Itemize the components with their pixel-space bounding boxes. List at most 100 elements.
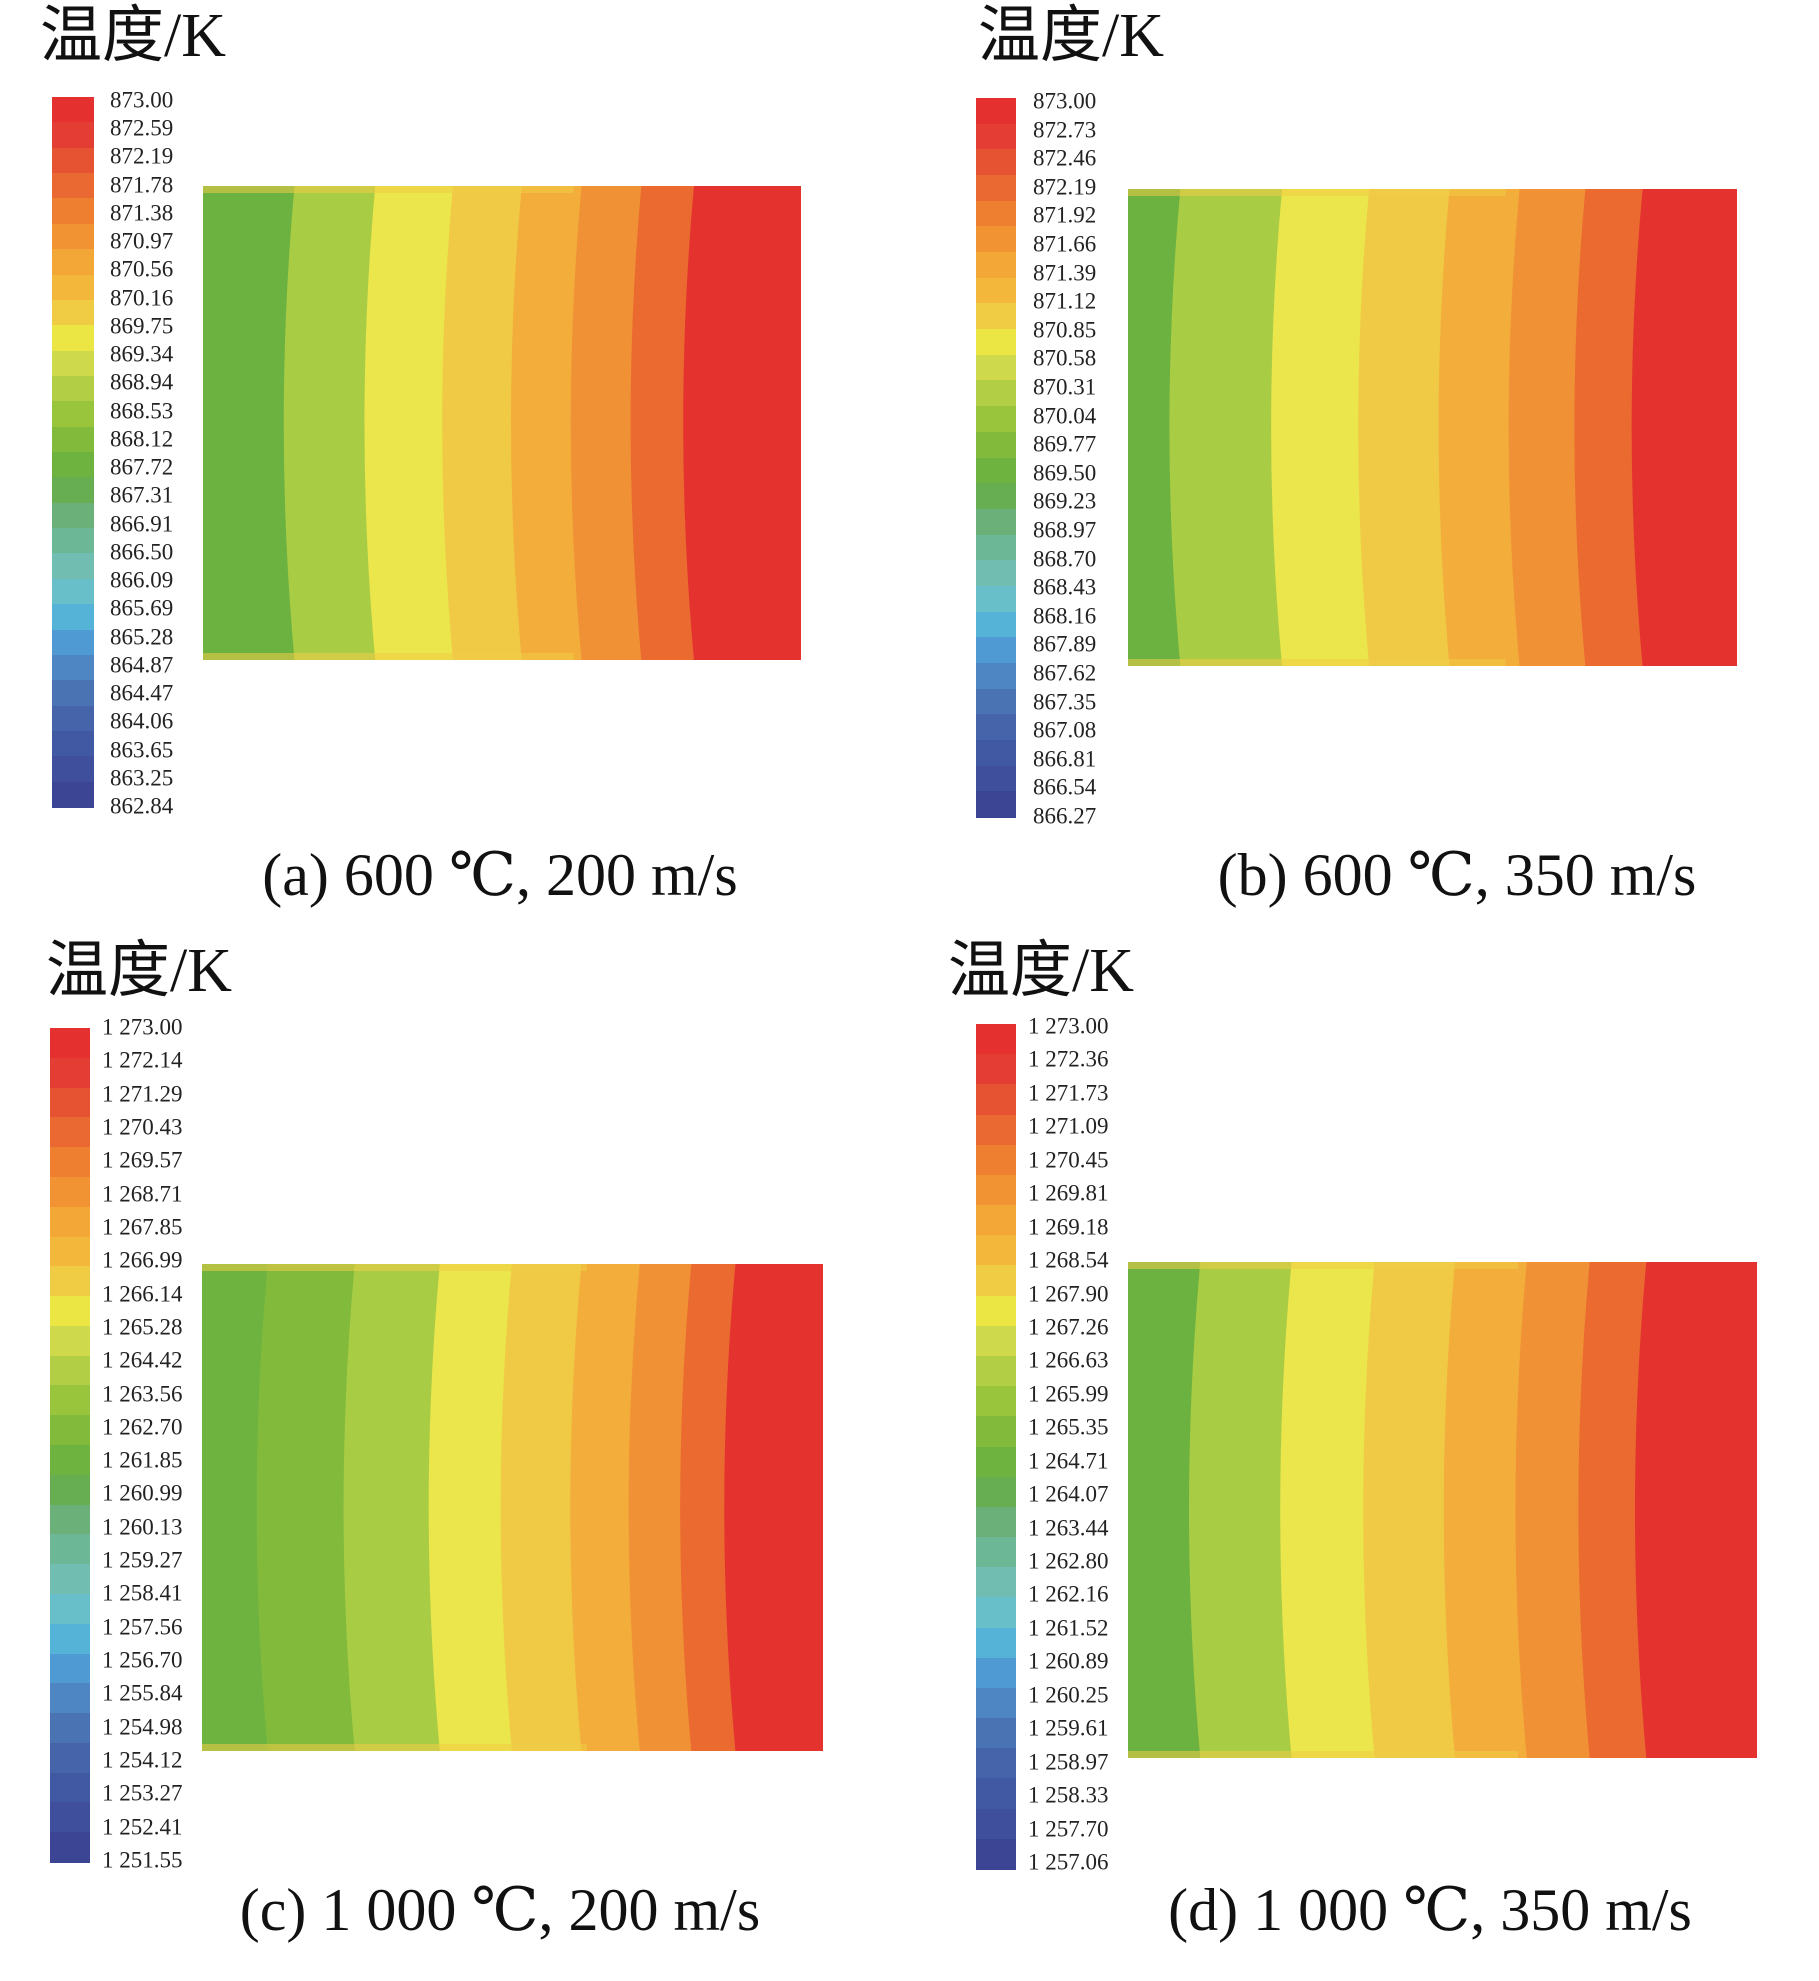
colorbar-tick-label: 1 270.43: [102, 1114, 183, 1140]
colorbar-segment: [976, 662, 1016, 690]
colorbar-tick-label: 872.73: [1033, 117, 1097, 143]
unit-title-c: 温度/K: [46, 937, 233, 1005]
colorbar-tick-label: 1 256.70: [102, 1647, 183, 1673]
colorbar-tick-label: 868.12: [110, 426, 174, 452]
colorbar-tick-label: 869.77: [1033, 431, 1097, 457]
colorbar-segment: [50, 1742, 90, 1774]
colorbar-tick-label: 871.92: [1033, 202, 1097, 228]
colorbar-segment: [976, 1205, 1016, 1236]
colorbar-tick-label: 864.87: [110, 652, 174, 678]
colorbar-tick-label: 866.54: [1033, 774, 1097, 800]
colorbar-c: [50, 1028, 90, 1863]
colorbar-tick-label: 865.69: [110, 595, 174, 621]
colorbar-segment: [976, 431, 1016, 459]
colorbar-segment: [50, 1355, 90, 1387]
caption-a: (a) 600 ℃, 200 m/s: [262, 842, 738, 908]
colorbar-segment: [52, 578, 94, 605]
colorbar-segment: [976, 1416, 1016, 1448]
temperature-field-d: [1128, 1262, 1757, 1758]
colorbar-segment: [976, 354, 1016, 382]
colorbar-tick-label: 1 264.07: [1028, 1481, 1109, 1507]
colorbar-segment: [976, 1506, 1016, 1538]
colorbar-segment: [50, 1028, 90, 1059]
colorbar-tick-label: 868.97: [1033, 517, 1097, 543]
colorbar-tick-label: 870.31: [1033, 374, 1097, 400]
colorbar-segment: [50, 1683, 90, 1714]
colorbar-segment: [976, 1446, 1016, 1478]
colorbar-segment: [976, 200, 1016, 227]
colorbar-b: [976, 98, 1016, 818]
colorbar-segment: [976, 688, 1016, 715]
colorbar-segment: [52, 350, 94, 377]
colorbar-tick-label: 1 265.28: [102, 1314, 183, 1340]
colorbar-segment: [976, 1024, 1016, 1055]
colorbar-tick-label: 862.84: [110, 793, 174, 819]
colorbar-tick-label: 1 266.14: [102, 1281, 183, 1307]
colorbar-segment: [50, 1057, 90, 1089]
colorbar-segment: [52, 249, 94, 276]
colorbar-tick-label: 1 259.27: [102, 1547, 183, 1573]
colorbar-tick-label: 872.19: [1033, 174, 1097, 200]
colorbar-tick-label: 1 270.45: [1028, 1147, 1109, 1173]
colorbar-segment: [976, 123, 1016, 150]
temperature-field-c: [202, 1264, 823, 1751]
colorbar-segment: [976, 149, 1016, 176]
colorbar-segment: [976, 1748, 1016, 1780]
colorbar-tick-label: 1 273.00: [102, 1014, 183, 1040]
colorbar-tick-label: 868.94: [110, 369, 174, 395]
colorbar-tick-label: 866.50: [110, 539, 174, 565]
colorbar-segment: [50, 1832, 90, 1863]
colorbar-segment: [52, 604, 94, 631]
colorbar-tick-label: 1 267.85: [102, 1214, 183, 1240]
colorbar-segment: [52, 629, 94, 656]
colorbar-tick-label: 867.31: [110, 482, 174, 508]
colorbar-segment: [52, 730, 94, 757]
colorbar-segment: [50, 1385, 90, 1416]
colorbar-segment: [976, 252, 1016, 279]
colorbar-tick-label: 1 263.56: [102, 1381, 183, 1407]
colorbar-segment: [976, 1295, 1016, 1327]
colorbar-segment: [52, 97, 94, 123]
colorbar-segment: [976, 1718, 1016, 1749]
caption-c: (c) 1 000 ℃, 200 m/s: [239, 1877, 761, 1943]
colorbar-tick-label: 1 257.70: [1028, 1816, 1109, 1842]
colorbar-segment: [50, 1147, 90, 1178]
colorbar-segment: [50, 1534, 90, 1565]
colorbar-segment: [52, 781, 94, 808]
colorbar-segment: [50, 1236, 90, 1267]
colorbar-d: [976, 1024, 1016, 1870]
colorbar-a: [52, 97, 94, 808]
boundary-layer-bottom: [1128, 659, 1506, 666]
colorbar-tick-label: 1 264.71: [1028, 1448, 1109, 1474]
colorbar-segment: [52, 299, 94, 326]
colorbar-tick-label: 871.38: [110, 200, 174, 226]
unit-title-b: 温度/K: [978, 2, 1165, 70]
colorbar-segment: [976, 1808, 1016, 1840]
colorbar-segment: [50, 1593, 90, 1625]
colorbar-tick-label: 869.23: [1033, 488, 1097, 514]
colorbar-segment: [52, 401, 94, 428]
colorbar-tick-label: 869.50: [1033, 460, 1097, 486]
colorbar-segment: [976, 1567, 1016, 1598]
colorbar-segment: [50, 1474, 90, 1506]
colorbar-segment: [976, 1325, 1016, 1357]
colorbar-segment: [976, 98, 1016, 125]
colorbar-tick-label: 870.04: [1033, 403, 1097, 429]
caption-b: (b) 600 ℃, 350 m/s: [1217, 842, 1697, 908]
temperature-field-b: [1128, 189, 1737, 666]
colorbar-tick-label: 870.58: [1033, 345, 1097, 371]
colorbar-tick-label: 1 258.33: [1028, 1782, 1109, 1808]
unit-title-a: 温度/K: [40, 2, 227, 70]
colorbar-tick-label: 1 272.36: [1028, 1046, 1109, 1072]
colorbar-segment: [50, 1772, 90, 1804]
colorbar-tick-label: 872.59: [110, 115, 174, 141]
colorbar-tick-label: 871.66: [1033, 231, 1097, 257]
colorbar-tick-label: 867.35: [1033, 689, 1097, 715]
colorbar-segment: [976, 1144, 1016, 1176]
colorbar-tick-label: 1 258.41: [102, 1580, 183, 1606]
field-band: [1128, 1262, 1201, 1758]
colorbar-tick-label: 1 254.98: [102, 1714, 183, 1740]
colorbar-tick-label: 865.28: [110, 624, 174, 650]
colorbar-segment: [52, 147, 94, 174]
colorbar-tick-label: 870.16: [110, 285, 174, 311]
